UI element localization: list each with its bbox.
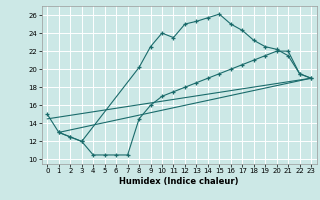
X-axis label: Humidex (Indice chaleur): Humidex (Indice chaleur) — [119, 177, 239, 186]
